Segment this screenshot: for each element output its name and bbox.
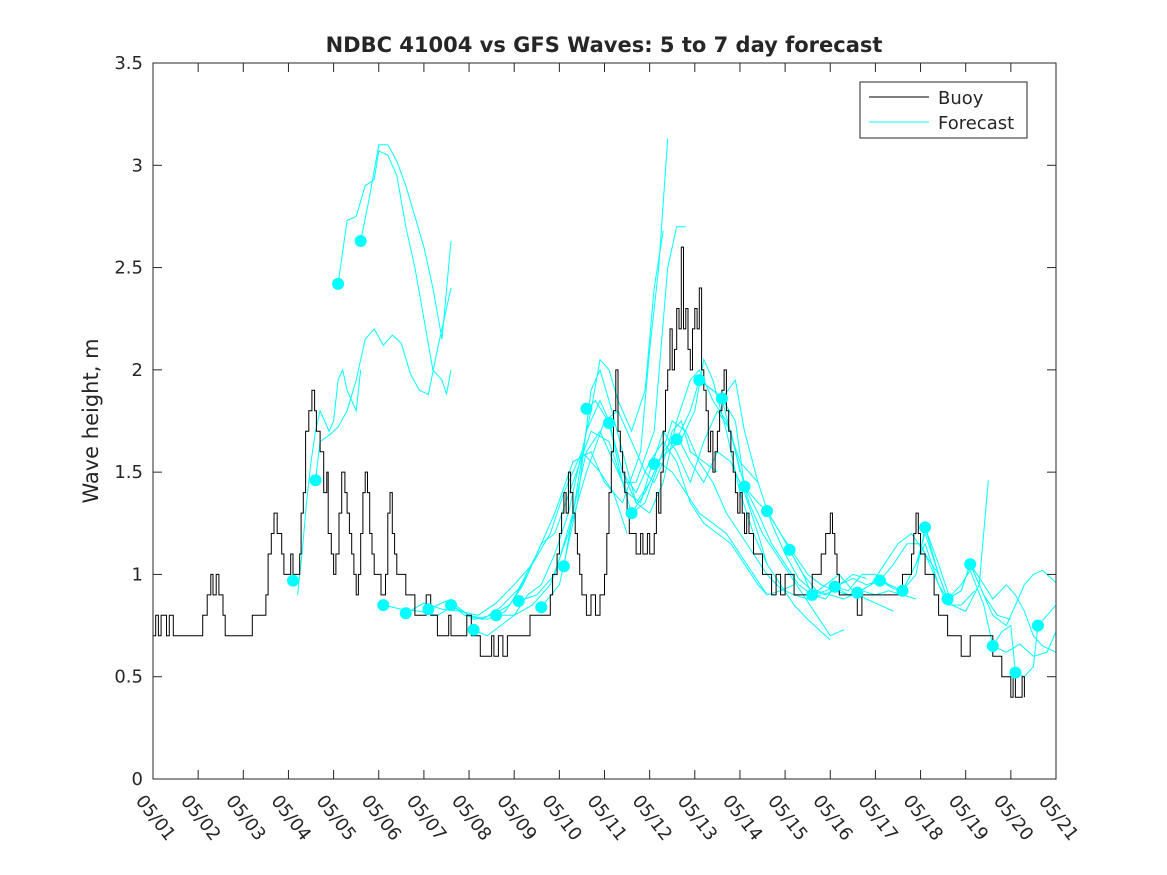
forecast-series-group — [297, 138, 1057, 678]
forecast-line-27 — [969, 563, 1057, 653]
legend-forecast-label: Forecast — [938, 113, 1014, 134]
forecast-point-2 — [332, 277, 345, 290]
forecast-line-3 — [360, 144, 452, 340]
forecast-markers-group — [287, 235, 1044, 679]
y-axis: 0 0.5 1 1.5 2 2.5 3 3.5 — [114, 53, 1056, 790]
buoy-line — [153, 246, 1025, 698]
y-tick-label-7: 3.5 — [114, 53, 143, 74]
legend-box — [859, 81, 1028, 139]
y-axis-label: Wave height, m — [79, 338, 103, 503]
y-tick-label-6: 3 — [132, 155, 143, 176]
forecast-point-26 — [873, 574, 886, 587]
forecast-point-5 — [399, 607, 412, 620]
forecast-point-4 — [377, 599, 390, 612]
y-tick-label-2: 1 — [132, 564, 143, 585]
forecast-line-14 — [608, 422, 795, 596]
forecast-line-9 — [496, 410, 718, 616]
forecast-point-8 — [467, 623, 480, 636]
forecast-point-9 — [490, 609, 503, 622]
forecast-point-22 — [783, 543, 796, 556]
forecast-line-5 — [405, 450, 628, 616]
y-tick-label-0: 0 — [132, 769, 143, 790]
y-tick-label-4: 2 — [132, 360, 143, 381]
forecast-point-14 — [603, 417, 615, 429]
chart-title: NDBC 41004 vs GFS Waves: 5 to 7 day fore… — [326, 33, 883, 57]
forecast-point-15 — [625, 507, 638, 520]
forecast-point-19 — [715, 392, 728, 405]
legend: Buoy Forecast — [859, 81, 1028, 139]
forecast-line-11 — [540, 368, 759, 608]
forecast-line-6 — [428, 138, 669, 620]
forecast-point-24 — [828, 580, 841, 593]
forecast-point-23 — [806, 588, 819, 601]
buoy-series-group — [153, 246, 1025, 698]
y-tick-label-5: 2.5 — [114, 258, 143, 279]
forecast-point-25 — [851, 586, 864, 599]
forecast-line-0 — [297, 368, 362, 595]
forecast-point-17 — [670, 433, 683, 446]
forecast-line-8 — [473, 230, 664, 637]
forecast-point-30 — [964, 558, 977, 571]
y-tick-label-3: 1.5 — [114, 462, 143, 483]
y-tick-label-1: 0.5 — [114, 667, 143, 688]
forecast-point-11 — [535, 601, 548, 614]
forecast-point-32 — [1009, 666, 1022, 679]
forecast-point-20 — [738, 480, 751, 493]
forecast-point-31 — [986, 640, 999, 652]
legend-buoy-label: Buoy — [938, 88, 984, 109]
forecast-point-33 — [1031, 619, 1044, 632]
forecast-point-21 — [761, 505, 773, 517]
forecast-line-1 — [315, 287, 452, 481]
forecast-point-29 — [941, 593, 954, 605]
forecast-point-27 — [896, 584, 909, 597]
forecast-point-3 — [354, 235, 367, 247]
forecast-point-10 — [512, 595, 525, 607]
forecast-point-16 — [648, 458, 661, 470]
forecast-point-18 — [693, 374, 706, 387]
forecast-point-7 — [445, 599, 457, 612]
forecast-point-1 — [309, 474, 322, 487]
forecast-point-28 — [919, 521, 932, 534]
forecast-point-6 — [422, 603, 435, 616]
forecast-point-0 — [287, 574, 299, 587]
forecast-line-2 — [337, 150, 452, 395]
forecast-point-13 — [580, 402, 593, 415]
forecast-point-12 — [557, 560, 570, 573]
